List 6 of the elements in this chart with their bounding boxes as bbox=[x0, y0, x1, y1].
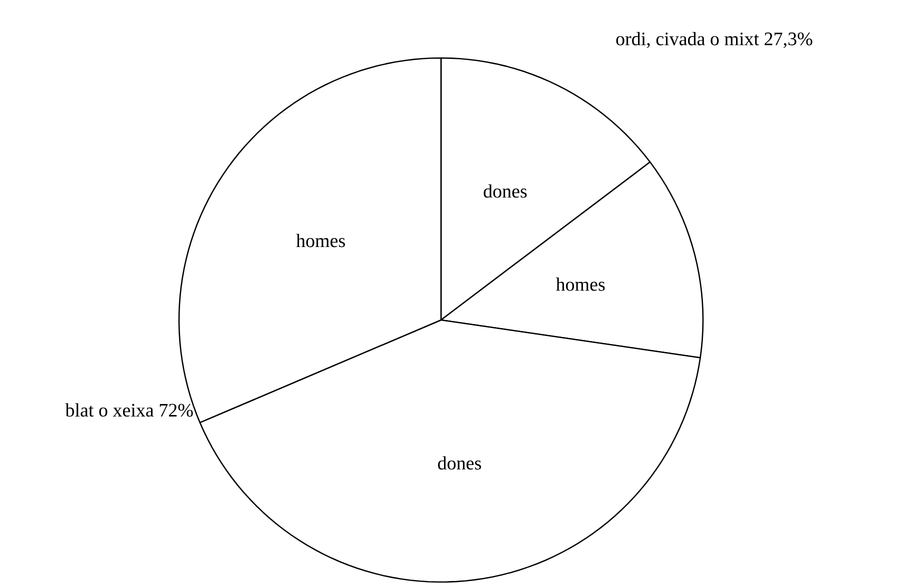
slice-label: dones bbox=[484, 184, 527, 198]
slice-label: dones bbox=[438, 456, 481, 470]
slice-label: homes bbox=[296, 234, 345, 248]
slice-label: homes bbox=[556, 277, 605, 291]
text: blat o xeixa 72% bbox=[65, 403, 193, 417]
text: ordi, civada o mixt 27,3% bbox=[616, 32, 812, 48]
